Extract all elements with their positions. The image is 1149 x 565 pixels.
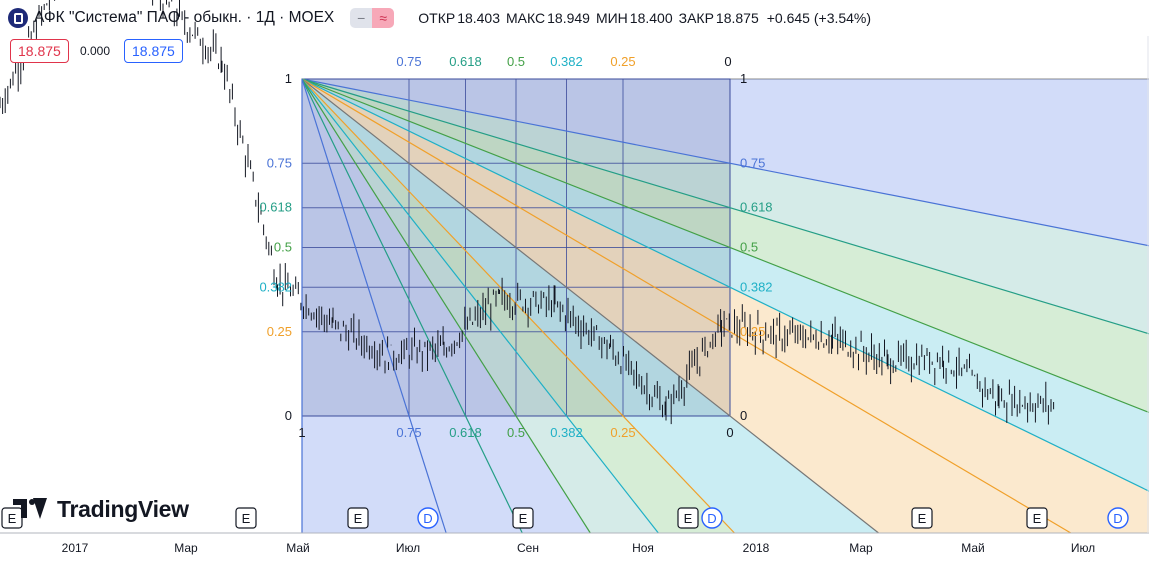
bottom-level-label: 1: [298, 425, 305, 440]
high-label: МАКС: [506, 10, 546, 26]
earnings-marker-label: E: [519, 511, 528, 526]
dividend-marker-label: D: [707, 511, 716, 526]
fan-ray: [301, 78, 1149, 414]
top-level-label: 0.618: [449, 54, 482, 69]
top-level-label: 0.382: [550, 54, 583, 69]
change-value: +0.645 (+3.54%): [766, 10, 872, 26]
bottom-level-label: 0: [726, 425, 733, 440]
left-area: [0, 36, 302, 533]
fan-band: [302, 79, 1149, 533]
top-level-label: 0.75: [396, 54, 421, 69]
top-level-label: 0: [724, 54, 731, 69]
zero-badge: 0.000: [80, 44, 111, 58]
earnings-marker: [677, 507, 699, 529]
bottom-level-label: 0.25: [610, 425, 635, 440]
time-axis-bg: [0, 533, 1149, 565]
bottom-level-label: 0.5: [507, 425, 525, 440]
earnings-marker-label: E: [8, 511, 17, 526]
right-level-label: 0.75: [740, 155, 765, 170]
symbol-header: АФК "Система" ПАО - обыкн. · 1Д · MOEX −…: [0, 0, 1149, 36]
open-label: ОТКР: [418, 10, 456, 26]
x-tick-label: Июл: [396, 541, 420, 555]
earnings-marker-label: E: [684, 511, 693, 526]
fan-ray: [301, 78, 1149, 247]
fan-ray: [301, 78, 447, 534]
low-label: МИН: [595, 10, 628, 26]
open-value: 18.403: [457, 10, 501, 26]
series-toggle[interactable]: − ≈: [350, 8, 395, 28]
earnings-marker: [911, 507, 933, 529]
top-level-label: 0.5: [507, 54, 525, 69]
x-tick-label: Мар: [174, 541, 198, 555]
earnings-marker: [347, 507, 369, 529]
x-tick-label: 2018: [743, 541, 770, 555]
earnings-marker: [1, 507, 23, 529]
high-value: 18.949: [547, 10, 590, 26]
tradingview-logo-icon: [13, 498, 49, 520]
price-badge-blue[interactable]: 18.875: [124, 39, 183, 63]
x-tick-label: Сен: [517, 541, 539, 555]
dividend-marker-label: D: [1113, 511, 1122, 526]
fan-ray: [301, 78, 879, 534]
top-level-label: 0.25: [610, 54, 635, 69]
right-level-label: 0.618: [740, 200, 773, 215]
close-label: ЗАКР: [678, 10, 714, 26]
bottom-level-label: 0.75: [396, 425, 421, 440]
price-badge-red[interactable]: 18.875: [10, 39, 69, 63]
x-tick-label: 2017: [62, 541, 89, 555]
close-value: 18.875: [715, 10, 759, 26]
low-value: 18.400: [629, 10, 673, 26]
dividend-marker: [1107, 507, 1129, 529]
x-tick-label: Ноя: [632, 541, 654, 555]
bottom-level-label: 0.618: [449, 425, 482, 440]
right-level-label: 1: [740, 71, 747, 86]
right-level-label: 0.5: [740, 240, 758, 255]
earnings-marker: [235, 507, 257, 529]
dividend-marker-label: D: [423, 511, 432, 526]
left-level-label: 0.618: [259, 200, 292, 215]
left-level-label: 0.25: [267, 324, 292, 339]
right-level-label: 0.382: [740, 279, 773, 294]
earnings-marker: [1026, 507, 1048, 529]
x-tick-label: Июл: [1071, 541, 1095, 555]
fan-ray: [301, 78, 591, 534]
earnings-marker-label: E: [918, 511, 927, 526]
dividend-marker: [701, 507, 723, 529]
left-level-label: 0: [285, 408, 292, 423]
fan-ray: [301, 78, 1072, 534]
left-level-label: 1: [285, 71, 292, 86]
fan-ray: [301, 78, 523, 534]
left-level-label: 0.5: [274, 240, 292, 255]
approx-icon[interactable]: ≈: [372, 8, 395, 28]
dividend-marker: [417, 507, 439, 529]
fan-ray: [301, 78, 1149, 492]
earnings-marker: [512, 507, 534, 529]
x-tick-label: Мар: [849, 541, 873, 555]
x-tick-label: Май: [286, 541, 310, 555]
fan-ray: [301, 78, 659, 534]
price-candles: [0, 0, 1055, 425]
earnings-marker-label: E: [1033, 511, 1042, 526]
left-level-label: 0.75: [267, 155, 292, 170]
fan-ray: [301, 78, 1149, 335]
earnings-marker-label: E: [354, 511, 363, 526]
right-level-label: 0: [740, 408, 747, 423]
tradingview-logo[interactable]: TradingView: [13, 494, 189, 524]
fan-ray: [301, 78, 735, 534]
earnings-marker-label: E: [242, 511, 251, 526]
tradingview-logo-text: TradingView: [57, 495, 189, 522]
x-tick-label: Май: [961, 541, 985, 555]
bottom-level-label: 0.382: [550, 425, 583, 440]
left-level-label: 0.382: [259, 279, 292, 294]
symbol-logo-icon: [8, 8, 28, 28]
minus-icon[interactable]: −: [357, 10, 366, 26]
right-level-label: 0.25: [740, 324, 765, 339]
symbol-title[interactable]: АФК "Система" ПАО - обыкн. · 1Д · MOEX: [34, 9, 335, 26]
